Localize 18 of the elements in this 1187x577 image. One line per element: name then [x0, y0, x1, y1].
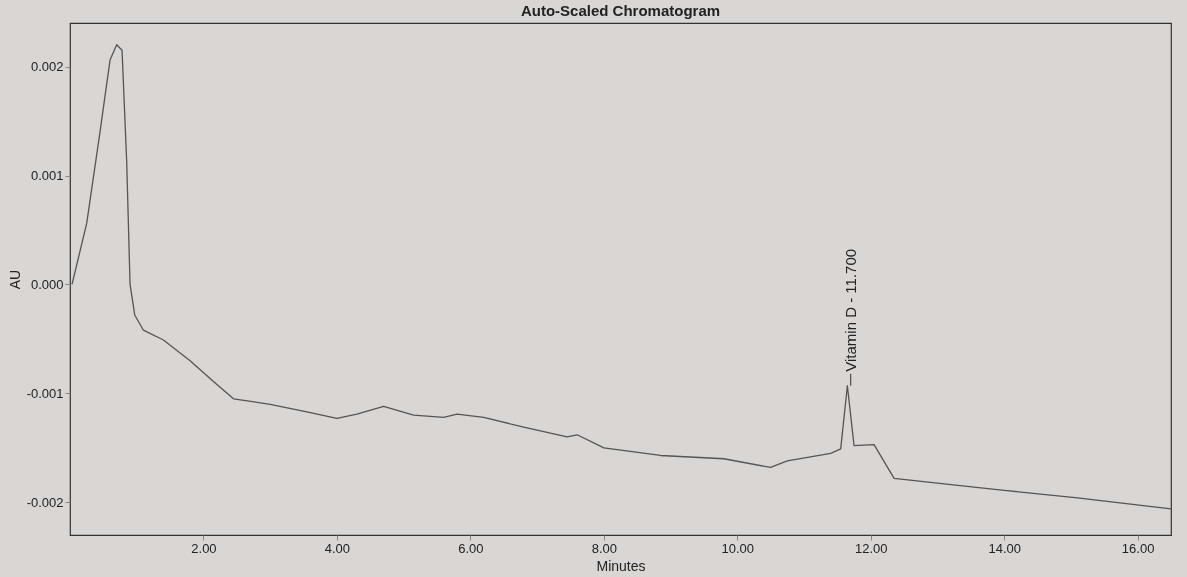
annotation: Vitamin D - 11.700	[841, 248, 859, 372]
y-axis-title: AU	[6, 269, 23, 290]
x-axis-title: Minutes	[596, 557, 646, 574]
x-tick-label: 2.00	[191, 540, 217, 556]
y-tick-label: -0.002	[26, 494, 64, 510]
x-tick-label: 4.00	[324, 540, 351, 556]
x-tick-label: 6.00	[458, 540, 484, 556]
line-series	[71, 44, 1171, 510]
chart-title: Auto-Scaled Chromatogram	[520, 2, 721, 19]
y-tick-label: -0.001	[26, 385, 64, 401]
y-tick-label: 0.002	[30, 59, 64, 75]
y-tick-label: 0.000	[30, 276, 64, 292]
x-tick-label: 8.00	[591, 540, 617, 556]
x-tick-label: 14.00	[988, 540, 1021, 556]
x-tick-label: 10.00	[721, 540, 755, 556]
x-tick-label: 16.00	[1121, 540, 1155, 556]
y-tick-label: 0.001	[30, 168, 64, 184]
x-tick-label: 12.00	[854, 540, 888, 556]
